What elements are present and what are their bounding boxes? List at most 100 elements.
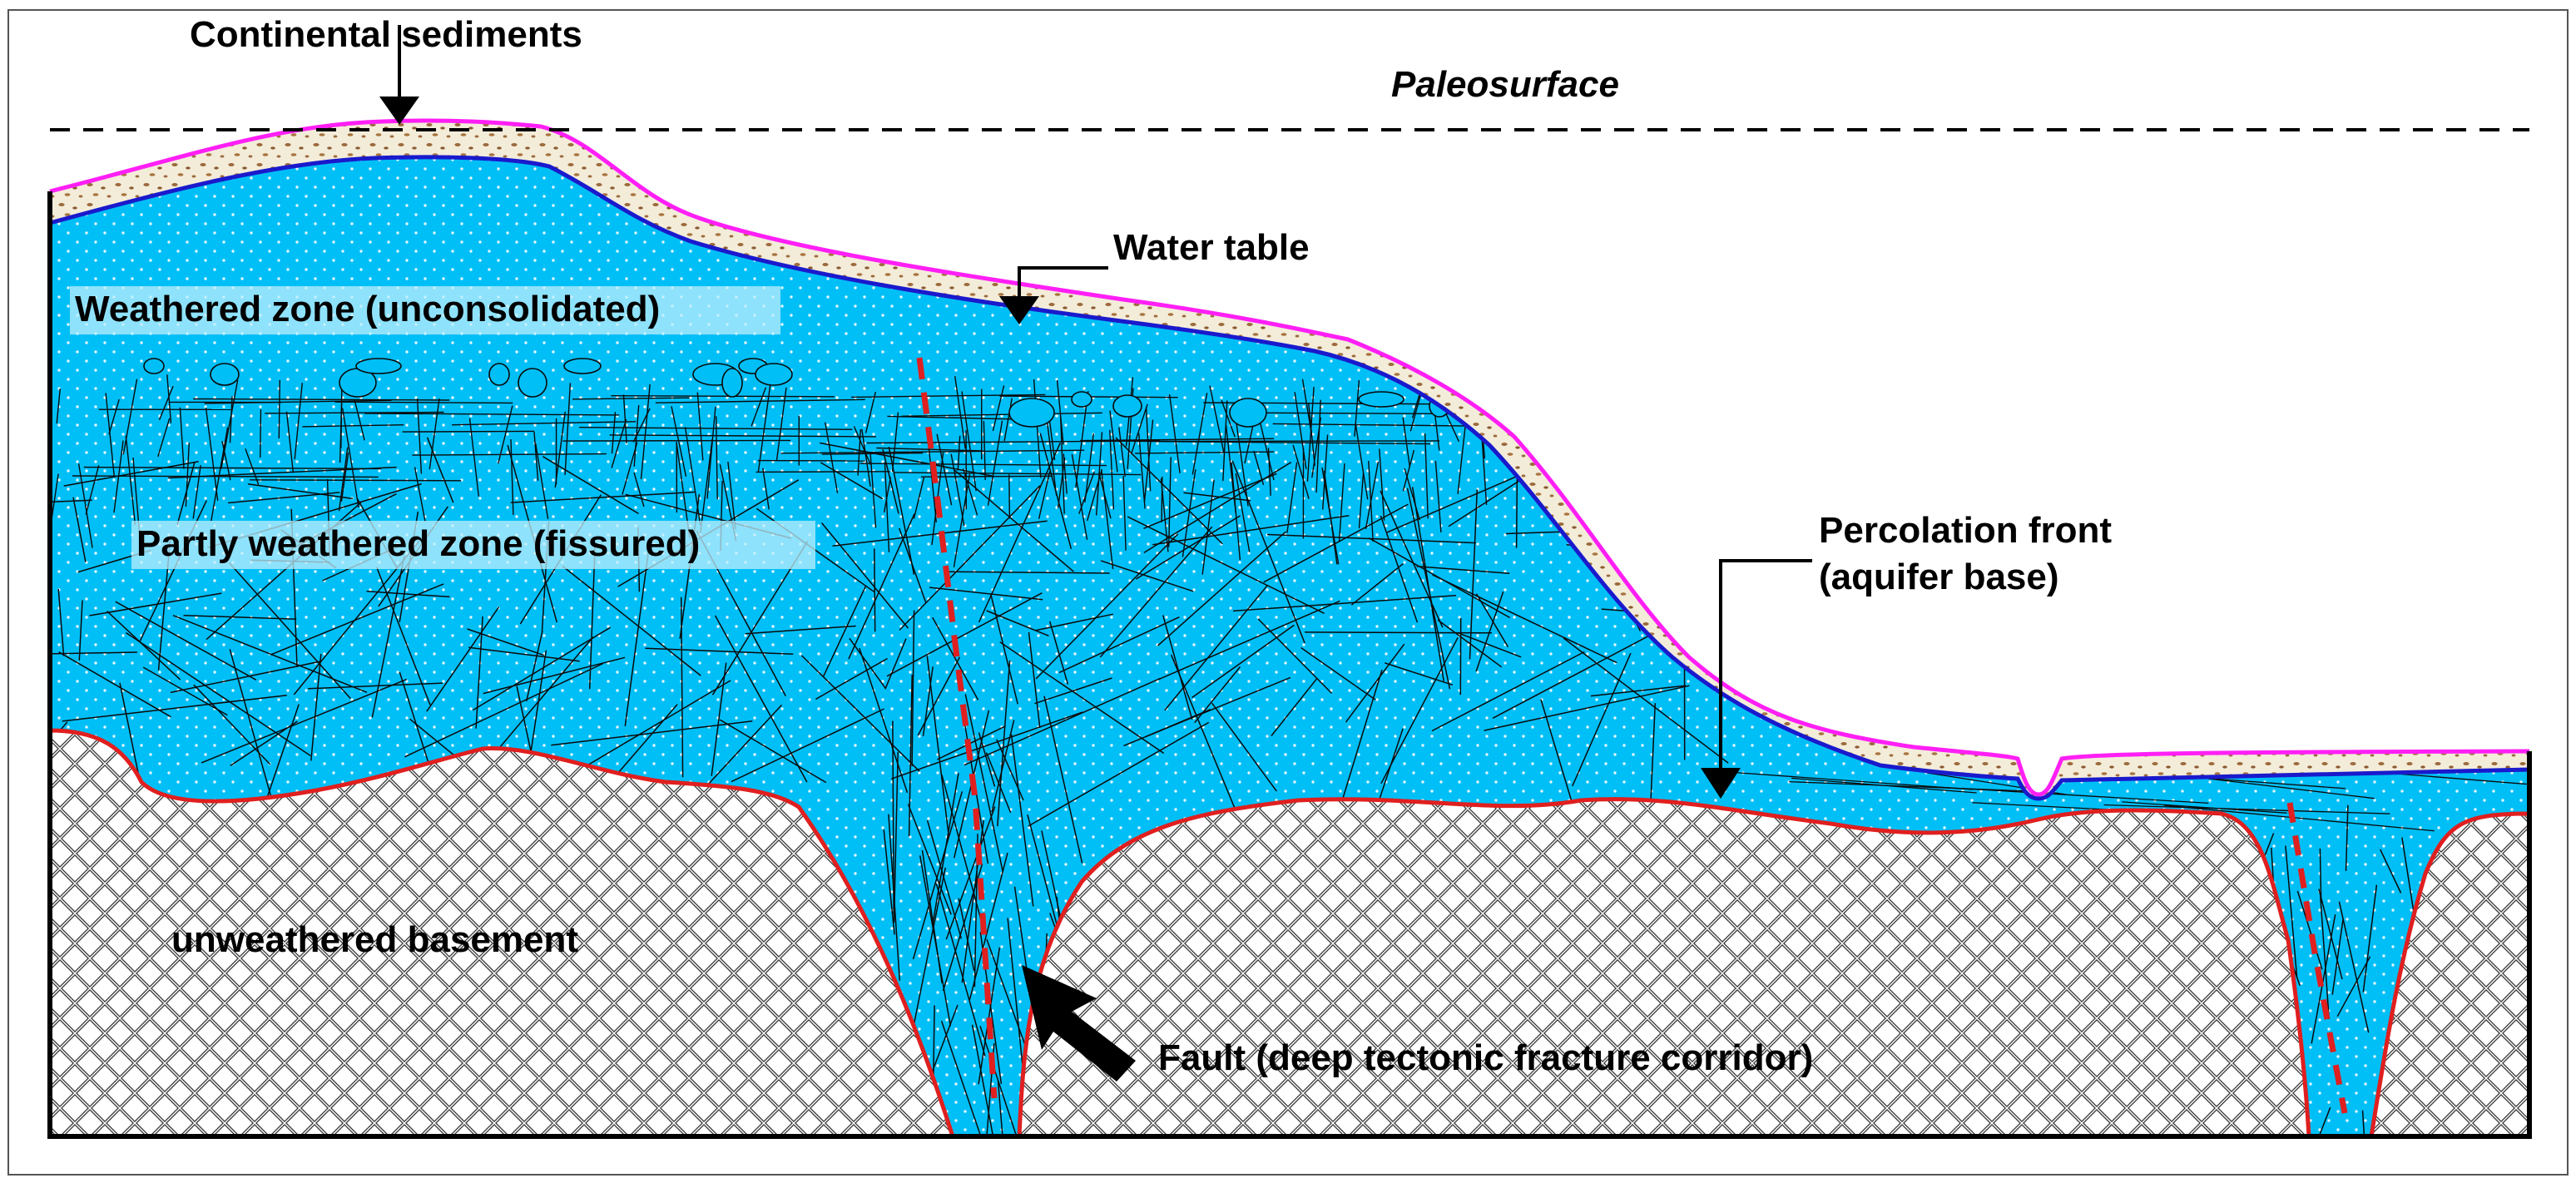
fracture-line-131 xyxy=(192,465,201,519)
fracture-line-499 xyxy=(2345,804,2349,872)
fracture-line-508 xyxy=(1789,780,2050,793)
fracture-line-75 xyxy=(1308,403,1315,466)
fracture-line-82 xyxy=(954,376,966,449)
fault-line-main xyxy=(916,357,998,1099)
fracture-line-225 xyxy=(1266,533,1476,544)
fracture-line-208 xyxy=(402,430,535,433)
fracture-line-127 xyxy=(534,443,549,520)
fracture-line-453 xyxy=(932,773,959,924)
fracture-line-319 xyxy=(201,678,407,764)
fracture-line-221 xyxy=(1028,721,1210,827)
fracture-line-59 xyxy=(775,387,787,462)
fracture-line-10 xyxy=(1087,468,1102,522)
fracture-line-150 xyxy=(498,405,513,464)
fracture-line-370 xyxy=(1432,574,1617,664)
fracture-line-118 xyxy=(108,398,120,435)
fracture-line-72 xyxy=(354,399,365,441)
fracture-line-53 xyxy=(158,385,174,421)
outer-border xyxy=(7,9,2569,1176)
fracture-line-140 xyxy=(883,477,892,513)
fracture-line-299 xyxy=(1162,615,1193,720)
fracture-line-398 xyxy=(1263,503,1409,583)
fracture-line-2 xyxy=(1138,433,1146,509)
fracture-line-450 xyxy=(883,829,895,935)
fracture-line-104 xyxy=(751,387,767,427)
fracture-line-272 xyxy=(820,462,884,500)
fracture-line-293 xyxy=(229,562,351,700)
fracture-line-138 xyxy=(1084,433,1094,502)
fracture-line-46 xyxy=(861,428,871,488)
fracture-line-67 xyxy=(869,452,877,528)
fracture-line-294 xyxy=(1590,493,1693,530)
fault-line-secondary xyxy=(2286,802,2348,1114)
fracture-line-200 xyxy=(876,447,983,452)
label-aquifer-base: (aquifer base) xyxy=(1819,557,2059,597)
fracture-line-110 xyxy=(105,393,115,477)
fracture-line-34 xyxy=(757,378,772,473)
fracture-line-459 xyxy=(919,855,952,1027)
fracture-line-143 xyxy=(1267,448,1271,496)
fracture-line-54 xyxy=(913,476,925,519)
fracture-line-426 xyxy=(940,1021,992,1137)
fracture-line-74 xyxy=(825,422,839,493)
fracture-line-27 xyxy=(1118,427,1126,477)
fracture-line-168 xyxy=(992,385,1005,432)
fracture-line-119 xyxy=(884,462,890,552)
water-table-line xyxy=(49,155,2530,801)
fracture-line-106 xyxy=(220,379,239,469)
fracture-line-121 xyxy=(716,416,718,500)
fracture-line-476 xyxy=(2319,848,2322,903)
fracture-line-433 xyxy=(990,594,1018,705)
fracture-line-420 xyxy=(986,938,1031,1058)
fracture-line-220 xyxy=(1183,492,1251,502)
fracture-line-491 xyxy=(2361,1110,2371,1137)
fracture-line-328 xyxy=(375,567,431,705)
fracture-line-196 xyxy=(887,415,1028,420)
fracture-line-179 xyxy=(1135,451,1275,454)
fracture-line-226 xyxy=(125,631,311,757)
arrow-percolation-front xyxy=(1701,559,1812,799)
fracture-line-157 xyxy=(1145,407,1152,492)
fracture-line-222 xyxy=(1572,652,1632,787)
fracture-line-466 xyxy=(935,883,986,1057)
fracture-line-439 xyxy=(968,852,1008,1000)
fracture-line-391 xyxy=(562,680,731,781)
fracture-line-485 xyxy=(2331,918,2344,995)
fracture-line-147 xyxy=(339,400,343,463)
fracture-line-227 xyxy=(72,497,87,562)
fracture-line-224 xyxy=(911,610,915,767)
fracture-line-416 xyxy=(1043,695,1083,864)
fracture-line-291 xyxy=(888,446,915,575)
fracture-line-164 xyxy=(961,391,977,492)
fracture-line-446 xyxy=(884,638,907,690)
fracture-line-358 xyxy=(115,601,257,681)
label-continental-sediments: Continental sediments xyxy=(190,14,582,55)
fracture-line-305 xyxy=(986,610,1049,636)
fracture-line-415 xyxy=(859,647,909,794)
fracture-line-7 xyxy=(1358,473,1365,528)
fracture-line-357 xyxy=(467,628,544,656)
fracture-line-343 xyxy=(404,662,604,758)
fracture-line-232 xyxy=(1599,438,1757,576)
fracture-line-378 xyxy=(1350,563,1404,606)
label-water-table: Water table xyxy=(1113,227,1310,268)
fracture-line-249 xyxy=(1164,584,1269,711)
fracture-line-353 xyxy=(142,666,228,716)
fracture-line-195 xyxy=(204,399,392,404)
fracture-line-238 xyxy=(714,615,808,783)
fracture-line-70 xyxy=(564,383,572,475)
fracture-line-77 xyxy=(1338,463,1345,542)
corestone-10 xyxy=(755,363,793,386)
fracture-line-341 xyxy=(1152,514,1350,546)
fracture-line-266 xyxy=(886,592,1043,677)
fracture-line-493 xyxy=(2318,888,2343,980)
fracture-line-509 xyxy=(1735,771,1974,790)
fracture-line-385 xyxy=(1211,702,1277,792)
partly-weathered-highlight xyxy=(131,521,815,569)
fracture-line-333 xyxy=(483,656,626,695)
fracture-line-128 xyxy=(611,412,617,454)
fracture-line-506 xyxy=(2103,804,2390,814)
fracture-line-202 xyxy=(780,449,1085,454)
corestone-3 xyxy=(355,358,402,374)
fracture-line-60 xyxy=(294,383,303,459)
